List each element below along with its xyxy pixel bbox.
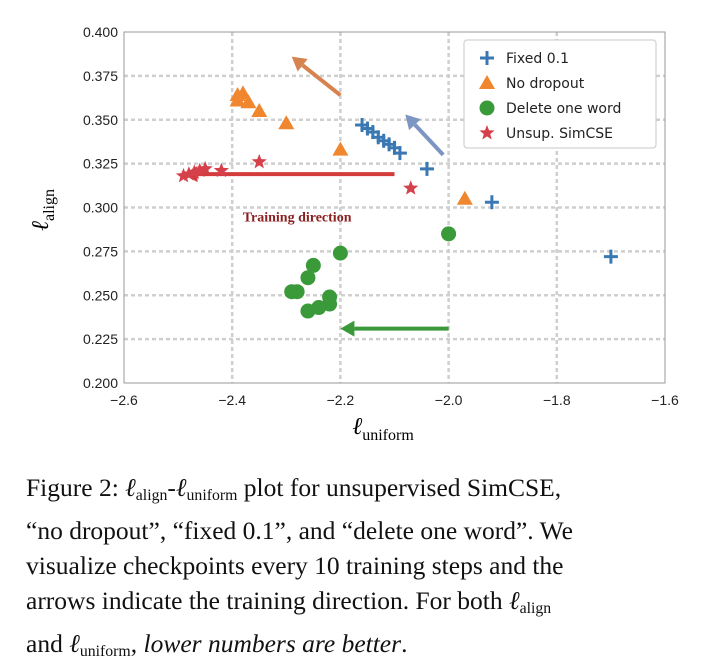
fixed-0-1-point <box>603 249 618 264</box>
y-axis-subscript: align <box>41 189 58 221</box>
unsup-simcse-point <box>175 167 192 183</box>
legend-marker-delete-one-word <box>479 100 495 116</box>
y-tick-label: 0.375 <box>83 68 118 84</box>
svg-text:ℓalign: ℓalign <box>28 189 58 231</box>
y-axis-ell: ℓ <box>28 221 54 231</box>
delete-one-word-point <box>289 284 305 300</box>
y-axis-label: ℓalign <box>28 189 58 231</box>
arrow-layer <box>183 56 449 337</box>
y-tick-label: 0.275 <box>83 243 118 259</box>
tick-layer: −2.6 −2.4 −2.2 −2.0 −1.8 −1.6 0.200 0.225 0.250 0… <box>83 24 679 408</box>
unsup-simcse-point <box>181 166 197 181</box>
point-layer <box>175 85 618 319</box>
unsup-simcse-point <box>197 160 213 176</box>
arrow-head <box>405 114 421 131</box>
legend-label-delete-one-word: Delete one word <box>506 101 621 117</box>
legend-marker-unsup-simcse <box>479 125 495 140</box>
delete-one-word-point <box>332 245 348 261</box>
unsup-simcse-point <box>186 164 202 179</box>
figure-caption: Figure 2: ℓalign-ℓuniform plot for unsup… <box>26 470 698 669</box>
svg-text:ℓuniform: ℓuniform <box>352 414 414 444</box>
caption-line-2: “no dropout”, “fixed 0.1”, and “delete o… <box>26 515 573 545</box>
training-arrow-1 <box>291 56 342 97</box>
y-tick-label: 0.350 <box>83 112 118 128</box>
caption-line-5: and ℓuniform, lower numbers are better. <box>26 628 408 660</box>
x-axis-ell: ℓ <box>352 414 362 440</box>
no-dropout-point <box>456 190 473 205</box>
arrow-head <box>340 320 355 337</box>
x-axis-label: ℓuniform <box>352 414 414 444</box>
x-tick-label: −2.4 <box>218 392 246 408</box>
x-axis-subscript: uniform <box>362 427 414 444</box>
legend-label-fixed-0-1: Fixed 0.1 <box>506 51 569 67</box>
no-dropout-point <box>332 141 349 156</box>
plot-frame <box>123 31 666 384</box>
legend-marker-fixed-0-1 <box>480 51 494 65</box>
x-tick-label: −2.0 <box>435 392 463 408</box>
arrow-shaft <box>413 123 445 157</box>
delete-one-word-point <box>322 289 338 305</box>
legend: Fixed 0.1 No dropout Delete one word Unsup.… <box>463 39 657 149</box>
unsup-simcse-point <box>213 162 229 178</box>
training-arrow-4 <box>340 320 449 337</box>
no-dropout-point <box>229 92 246 107</box>
y-tick-label: 0.250 <box>83 287 118 303</box>
x-tick-label: −2.2 <box>327 392 355 408</box>
unsup-simcse-point <box>403 180 419 195</box>
scatter-chart: −2.6 −2.4 −2.2 −2.0 −1.8 −1.6 0.200 0.225 0.250 0… <box>28 24 679 444</box>
figure-label: Figure 2: <box>26 473 119 502</box>
arrow-shaft <box>301 63 342 97</box>
caption-line-4: arrows indicate the training direction. … <box>26 585 552 617</box>
y-tick-label: 0.400 <box>83 24 118 40</box>
x-tick-label: −1.8 <box>543 392 571 408</box>
arrow-head <box>291 56 308 72</box>
no-dropout-point <box>278 115 295 130</box>
fixed-0-1-point <box>392 146 407 161</box>
x-tick-label: −1.6 <box>651 392 679 408</box>
unsup-simcse-point <box>192 162 208 178</box>
delete-one-word-point <box>300 270 316 286</box>
y-tick-label: 0.325 <box>83 156 118 172</box>
legend-label-no-dropout: No dropout <box>506 76 585 92</box>
y-tick-label: 0.225 <box>83 331 118 347</box>
caption-line-3: visualize checkpoints every 10 training … <box>26 550 564 580</box>
unsup-simcse-point <box>251 153 267 169</box>
training-arrow-2 <box>405 114 445 157</box>
y-tick-label: 0.200 <box>83 375 118 391</box>
y-tick-label: 0.300 <box>83 200 118 216</box>
delete-one-word-point <box>441 226 457 242</box>
caption-line-1: Figure 2: ℓalign-ℓuniform plot for unsup… <box>26 473 562 504</box>
legend-marker-no-dropout <box>479 75 495 89</box>
no-dropout-point <box>251 102 268 117</box>
training-direction-annotation: Training direction <box>243 211 352 226</box>
x-tick-label: −2.6 <box>110 392 138 408</box>
fixed-0-1-point <box>419 161 434 176</box>
legend-label-unsup-simcse: Unsup. SimCSE <box>506 126 613 142</box>
delete-one-word-point <box>305 257 321 273</box>
fixed-0-1-point <box>484 195 499 210</box>
